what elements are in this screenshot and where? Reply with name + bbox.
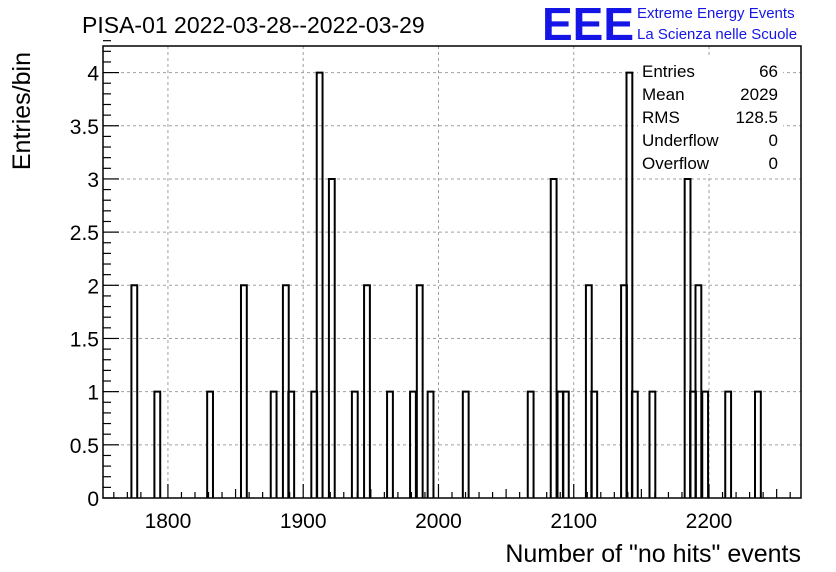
- stats-box: Entries 66 Mean 2029 RMS 128.5 Underflow 0 Overf…: [638, 57, 783, 174]
- histogram-bin: [426, 390, 435, 498]
- y-axis-label: Entries/bin: [8, 52, 36, 170]
- stats-value: 0: [769, 131, 778, 150]
- stats-value: 0: [769, 154, 778, 173]
- y-tick-label: 3: [87, 169, 99, 192]
- histogram-bin: [153, 390, 162, 498]
- grid-lines: [103, 46, 801, 498]
- histogram-bins: [130, 71, 762, 498]
- histogram-bin: [526, 390, 535, 498]
- stats-label: RMS: [642, 108, 680, 127]
- histogram-bin: [630, 390, 639, 498]
- x-tick-label: 2100: [550, 510, 597, 533]
- x-tick-label: 1800: [145, 510, 192, 533]
- histogram-bin: [409, 390, 417, 498]
- histogram-bin: [206, 390, 214, 498]
- histogram-bin: [461, 390, 470, 498]
- stats-label: Overflow: [642, 154, 710, 173]
- y-tick-label: 1: [87, 382, 99, 405]
- histogram-bin: [130, 284, 139, 498]
- histogram-bin: [269, 390, 278, 498]
- y-tick-label: 4: [87, 63, 99, 86]
- histogram-bin: [701, 390, 710, 498]
- chart-title: PISA-01 2022-03-28--2022-03-29: [82, 12, 425, 38]
- stats-box-background: [638, 57, 783, 174]
- eee-logo: EEE Extreme Energy Events La Scienza nel…: [542, 0, 797, 50]
- eee-logo-line2: La Scienza nelle Scuole: [637, 26, 797, 43]
- stats-value: 66: [759, 62, 778, 81]
- stats-value: 2029: [740, 85, 778, 104]
- histogram-bin: [239, 284, 248, 498]
- stats-value: 128.5: [735, 108, 778, 127]
- histogram-bin: [287, 390, 296, 498]
- histogram-bin: [549, 177, 558, 498]
- y-tick-label: 2.5: [70, 222, 99, 245]
- y-tick-label: 1.5: [70, 328, 99, 351]
- histogram-bin: [386, 390, 394, 498]
- stats-label: Mean: [642, 85, 685, 104]
- stats-label: Underflow: [642, 131, 719, 150]
- eee-logo-mark: EEE: [542, 0, 634, 50]
- histogram-bin: [561, 390, 570, 498]
- y-axis-ticks: 0 0.5 1 1.5 2 2.5 3 3.5 4: [70, 40, 119, 511]
- x-tick-label: 2000: [415, 510, 462, 533]
- histogram-bin: [683, 177, 692, 498]
- histogram-bin: [327, 177, 336, 498]
- y-tick-label: 0.5: [70, 435, 99, 458]
- eee-logo-line1: Extreme Energy Events: [637, 5, 795, 22]
- histogram-bin: [754, 390, 762, 498]
- x-tick-label: 2200: [686, 510, 733, 533]
- histogram-bin: [648, 390, 657, 498]
- x-axis-ticks: 1800 1900 2000 2100 2200: [113, 484, 791, 533]
- histogram-bin: [724, 390, 733, 498]
- histogram-bin: [363, 284, 371, 498]
- histogram-bin: [315, 71, 324, 498]
- y-tick-label: 2: [87, 275, 99, 298]
- y-tick-label: 3.5: [70, 116, 99, 139]
- stats-label: Entries: [642, 62, 695, 81]
- y-tick-label: 0: [87, 488, 99, 511]
- histogram-bin: [590, 390, 599, 498]
- x-tick-label: 1900: [280, 510, 327, 533]
- histogram-bin: [625, 71, 634, 498]
- histogram-bin: [415, 284, 424, 498]
- histogram-bin: [350, 390, 359, 498]
- x-axis-label: Number of "no hits" events: [505, 540, 801, 568]
